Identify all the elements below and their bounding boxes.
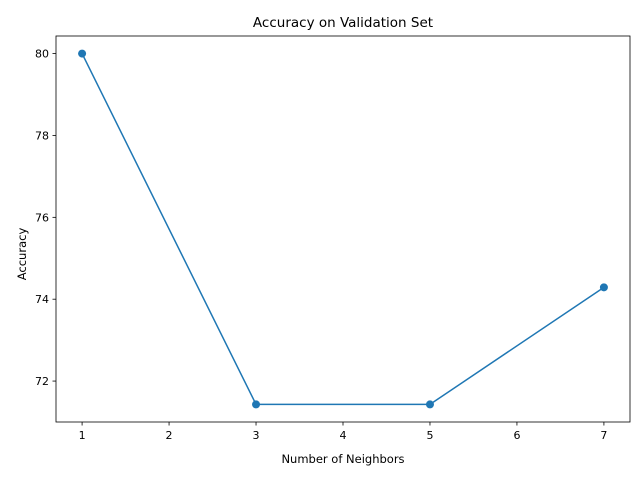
y-tick-label-80: 80 (35, 48, 49, 61)
y-tick-label-76: 76 (35, 211, 49, 224)
data-point-5 (425, 400, 434, 409)
x-tick-label-3: 3 (253, 429, 260, 442)
chart-title: Accuracy on Validation Set (253, 15, 433, 31)
x-tick-label-7: 7 (600, 429, 607, 442)
x-tick-label-5: 5 (426, 429, 433, 442)
x-tick-label-1: 1 (79, 429, 86, 442)
y-tick-label-78: 78 (35, 129, 49, 142)
data-point-1 (78, 49, 87, 58)
x-axis-label: Number of Neighbors (281, 452, 404, 466)
y-tick-label-74: 74 (35, 293, 49, 306)
data-point-7 (599, 283, 608, 292)
x-tick-label-6: 6 (513, 429, 520, 442)
axes-frame (55, 35, 631, 423)
x-tick-label-4: 4 (340, 429, 347, 442)
plot-area: 1 2 3 4 5 6 7 72 74 76 78 80 (35, 35, 631, 442)
y-tick-label-72: 72 (35, 375, 49, 388)
y-axis-label: Accuracy (15, 228, 29, 281)
data-point-3 (252, 400, 261, 409)
x-tick-label-2: 2 (166, 429, 173, 442)
series-line-0 (81, 53, 605, 406)
